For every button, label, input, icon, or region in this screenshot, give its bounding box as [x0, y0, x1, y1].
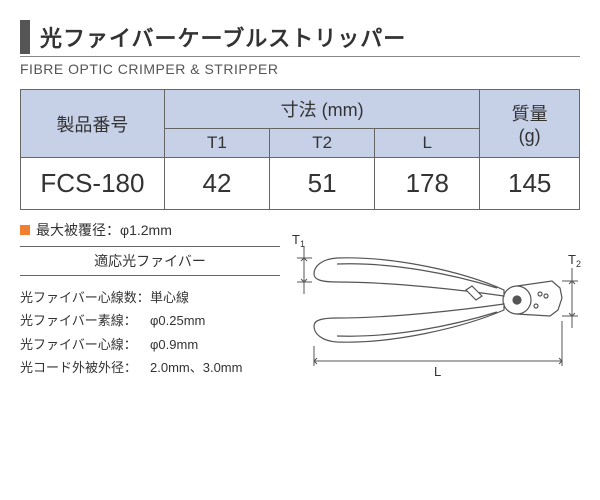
title-japanese: 光ファイバーケーブルストリッパー: [40, 21, 406, 53]
note-marker-icon: [20, 225, 30, 235]
compat-value: φ0.25mm: [150, 309, 205, 332]
title-english: FIBRE OPTIC CRIMPER & STRIPPER: [20, 61, 580, 77]
compat-label: 光ファイバー心線数：: [20, 286, 150, 309]
title-marker: [20, 20, 30, 54]
list-item: 光ファイバー心線数： 単心線: [20, 286, 280, 309]
col-mass: 質量 (g): [480, 90, 580, 158]
cell-mass: 145: [480, 158, 580, 210]
tool-diagram: T 1 T 2 L: [292, 246, 580, 426]
compat-label: 光コード外被外径：: [20, 356, 150, 379]
diagram-label-t1: T: [292, 232, 300, 247]
lower-section: 適応光ファイバー 光ファイバー心線数： 単心線 光ファイバー素線： φ0.25m…: [20, 246, 580, 426]
diagram-label-l: L: [434, 364, 441, 379]
compat-block: 適応光ファイバー 光ファイバー心線数： 単心線 光ファイバー素線： φ0.25m…: [20, 246, 280, 426]
diagram-svg: T 1 T 2 L: [292, 216, 582, 416]
col-l: L: [375, 129, 480, 158]
cell-product-no: FCS-180: [21, 158, 165, 210]
compat-label: 光ファイバー心線：: [20, 333, 150, 356]
list-item: 光コード外被外径： 2.0mm、3.0mm: [20, 356, 280, 379]
cell-t2: 51: [270, 158, 375, 210]
list-item: 光ファイバー素線： φ0.25mm: [20, 309, 280, 332]
compat-header: 適応光ファイバー: [20, 246, 280, 276]
table-row: FCS-180 42 51 178 145: [21, 158, 580, 210]
compat-list: 光ファイバー心線数： 単心線 光ファイバー素線： φ0.25mm 光ファイバー心…: [20, 286, 280, 380]
svg-text:1: 1: [300, 239, 305, 249]
compat-value: 単心線: [150, 286, 189, 309]
diagram-label-t2: T: [568, 252, 576, 267]
list-item: 光ファイバー心線： φ0.9mm: [20, 333, 280, 356]
col-product-no: 製品番号: [21, 90, 165, 158]
note-text: 最大被覆径：φ1.2mm: [36, 220, 172, 240]
title-block: 光ファイバーケーブルストリッパー FIBRE OPTIC CRIMPER & S…: [20, 20, 580, 77]
spec-table: 製品番号 寸法 (mm) 質量 (g) T1 T2 L FCS-180 42 5…: [20, 89, 580, 210]
compat-label: 光ファイバー素線：: [20, 309, 150, 332]
col-dimensions: 寸法 (mm): [164, 90, 479, 129]
cell-t1: 42: [164, 158, 269, 210]
col-t1: T1: [164, 129, 269, 158]
col-t2: T2: [270, 129, 375, 158]
cell-l: 178: [375, 158, 480, 210]
title-bar: 光ファイバーケーブルストリッパー: [20, 20, 580, 57]
compat-value: 2.0mm、3.0mm: [150, 356, 242, 379]
compat-value: φ0.9mm: [150, 333, 198, 356]
svg-text:2: 2: [576, 259, 581, 269]
